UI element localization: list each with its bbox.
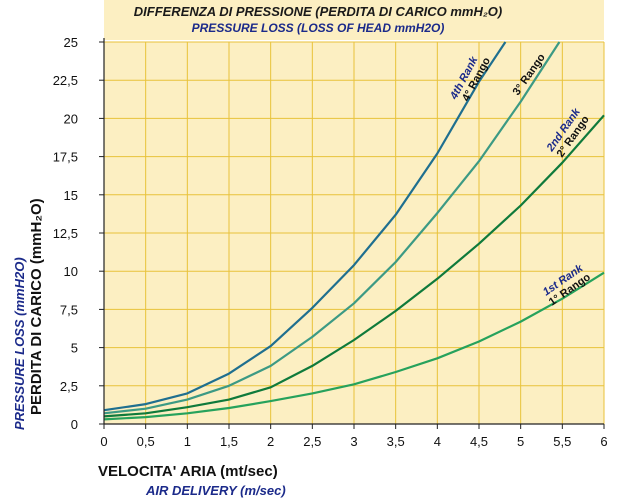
y-axis-label: PERDITA DI CARICO (mmH₂O) [28,198,45,415]
y-tick-label: 5 [71,341,78,356]
y-tick-label: 2,5 [60,379,78,394]
y-tick-label: 15 [64,188,78,203]
x-tick-label: 2 [267,434,274,449]
series-lines [103,41,605,421]
chart-subtitle: PRESSURE LOSS (LOSS OF HEAD mmH2O) [192,21,445,35]
x-tick-label: 6 [600,434,607,449]
series-line-2 [103,114,605,418]
x-axis-label-en: AIR DELIVERY (m/sec) [145,483,286,498]
y-axis-label-en: PRESSURE LOSS (mmH2O) [12,257,27,430]
grid [103,41,605,425]
x-tick-label: 3,5 [387,434,405,449]
chart-title: DIFFERENZA DI PRESSIONE (PERDITA DI CARI… [134,4,503,19]
y-tick-label: 10 [64,264,78,279]
series-line-1 [103,41,561,415]
y-tick-label: 20 [64,111,78,126]
x-tick-label: 0,5 [137,434,155,449]
x-axis-label: VELOCITA' ARIA (mt/sec) [98,463,278,480]
x-tick-labels: 0 0,5 1 1,5 2 2,5 3 3,5 4 4,5 5 5,5 6 [100,434,607,449]
x-tick-label: 2,5 [303,434,321,449]
y-tick-label: 12,5 [53,226,78,241]
x-tick-label: 3 [350,434,357,449]
axes [99,38,605,429]
y-tick-label: 22,5 [53,73,78,88]
y-tick-label: 17,5 [53,150,78,165]
x-tick-label: 4,5 [470,434,488,449]
x-tick-label: 1 [184,434,191,449]
series-line-0 [103,41,507,412]
y-tick-labels: 0 2,5 5 7,5 10 12,5 15 17,5 20 22,5 25 [53,35,78,432]
y-tick-label: 7,5 [60,302,78,317]
x-tick-label: 4 [434,434,441,449]
title-band [104,0,604,40]
y-tick-label: 0 [71,417,78,432]
series-line-3 [103,271,605,421]
x-tick-label: 5,5 [553,434,571,449]
x-tick-label: 0 [100,434,107,449]
y-tick-label: 25 [64,35,78,50]
x-tick-label: 5 [517,434,524,449]
x-tick-label: 1,5 [220,434,238,449]
